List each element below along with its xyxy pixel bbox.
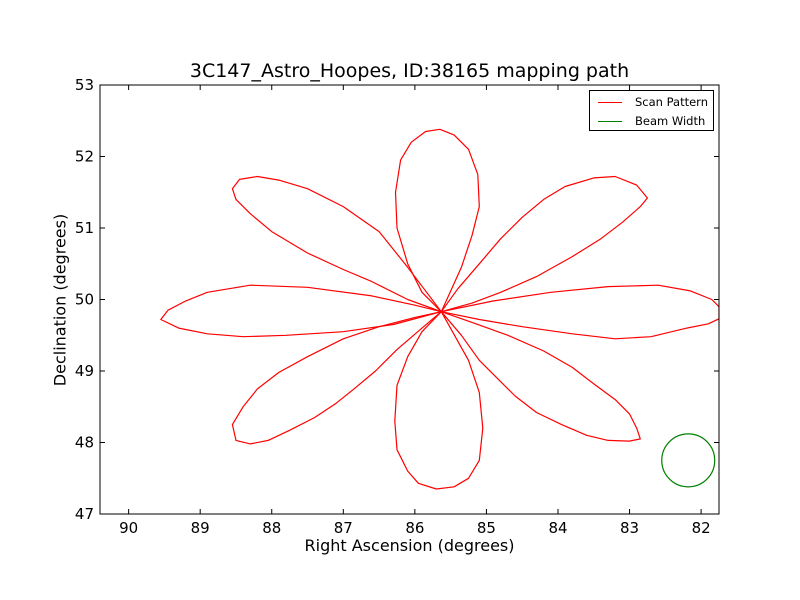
y-tick-label-48: 48: [75, 434, 94, 452]
beam-width-circle: [661, 433, 716, 488]
legend-swatch-beam-width: [598, 120, 622, 122]
x-tick-label-88: 88: [262, 519, 281, 537]
y-tick-label-47: 47: [75, 505, 94, 523]
scan-path-petal-2: [440, 311, 641, 442]
x-tick-label-87: 87: [334, 519, 353, 537]
plot-frame: [99, 84, 720, 515]
scan-path-petal-7: [160, 284, 442, 338]
scan-path-petal-4: [231, 175, 442, 313]
x-axis-label: Right Ascension (degrees): [304, 536, 515, 555]
legend-label-beam-width: Beam Width: [635, 114, 706, 128]
chart-title: 3C147_Astro_Hoopes, ID:38165 mapping pat…: [189, 60, 630, 82]
legend-swatch-scan-pattern: [598, 101, 622, 103]
scan-path-petal-5: [231, 311, 442, 445]
legend: Scan Pattern Beam Width: [589, 90, 714, 131]
x-tick-label-83: 83: [620, 519, 639, 537]
legend-item-scan-pattern: Scan Pattern: [598, 94, 708, 110]
scan-path-petal-6: [440, 175, 649, 313]
x-tick-label-82: 82: [692, 519, 711, 537]
y-axis-label: Declination (degrees): [50, 213, 70, 387]
y-tick-label-51: 51: [75, 219, 94, 237]
x-tick-label-89: 89: [191, 519, 210, 537]
legend-label-scan-pattern: Scan Pattern: [635, 95, 708, 109]
x-tick-label-90: 90: [119, 519, 138, 537]
y-tick-label-49: 49: [75, 362, 94, 380]
x-tick-label-85: 85: [477, 519, 496, 537]
plot-data: [160, 128, 719, 490]
scan-path-petal-3: [394, 311, 484, 490]
scan-path-petal-1: [394, 128, 480, 313]
scan-path-petal-8: [441, 284, 719, 340]
legend-item-beam-width: Beam Width: [598, 113, 705, 129]
y-tick-label-52: 52: [75, 148, 94, 166]
x-tick-label-84: 84: [548, 519, 567, 537]
y-tick-label-53: 53: [75, 76, 94, 94]
y-tick-label-50: 50: [75, 291, 94, 309]
x-tick-label-86: 86: [405, 519, 424, 537]
